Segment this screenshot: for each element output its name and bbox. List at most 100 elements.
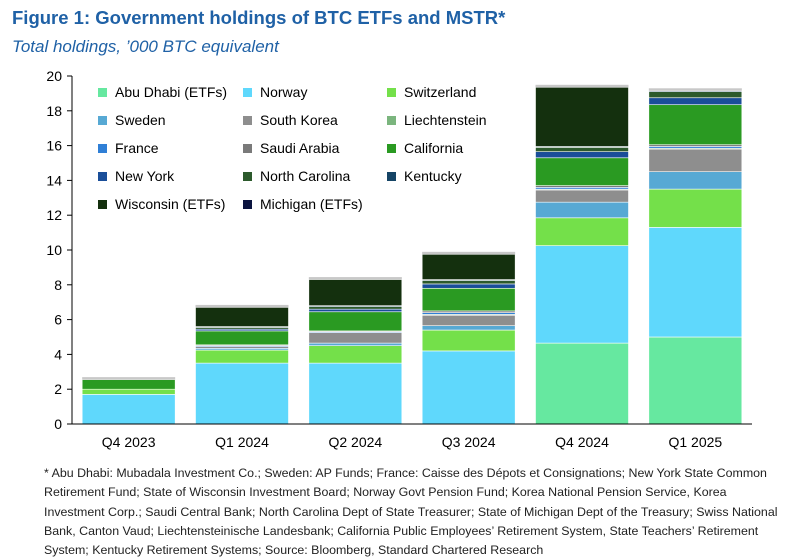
bar-stack (195, 304, 289, 425)
bar-segment (308, 306, 403, 310)
bar-segment (535, 201, 629, 219)
bar-cap (308, 277, 402, 280)
y-tick-label: 14 (46, 172, 62, 188)
bar-segment (648, 171, 743, 190)
legend-item: Norway (243, 84, 307, 100)
legend-label: Kentucky (404, 168, 462, 184)
bar-segment (535, 87, 629, 147)
footnote: * Abu Dhabi: Mubadala Investment Co.; Sw… (44, 466, 778, 558)
bar-segment (421, 325, 516, 331)
bars (81, 84, 743, 425)
legend-swatch (98, 116, 107, 125)
bar-cap (648, 88, 742, 91)
bar-segment (308, 342, 403, 346)
x-tick-label: Q1 2024 (215, 434, 269, 450)
legend-item: Abu Dhabi (ETFs) (98, 84, 227, 100)
x-tick-label: Q4 2023 (102, 434, 156, 450)
bar-segment (648, 97, 743, 106)
legend-item: Switzerland (387, 84, 476, 100)
bar-segment (81, 388, 176, 395)
legend-label: Michigan (ETFs) (260, 196, 363, 212)
bar-segment (308, 279, 403, 306)
bar-stack (648, 88, 743, 425)
chart-subtitle: Total holdings, ’000 BTC equivalent (12, 37, 279, 56)
bar-segment (81, 379, 176, 390)
legend-item: Saudi Arabia (243, 140, 340, 156)
bar-stack (421, 251, 516, 425)
y-tick-label: 18 (46, 103, 62, 119)
bar-segment (195, 330, 289, 346)
legend-swatch (387, 116, 396, 125)
legend-item: New York (98, 168, 175, 184)
bar-segment (648, 188, 743, 228)
y-tick-label: 6 (54, 312, 62, 328)
bar-segment (421, 350, 516, 425)
legend-label: New York (115, 168, 175, 184)
y-tick-label: 0 (54, 416, 62, 432)
legend-label: Liechtenstein (404, 112, 487, 128)
bar-segment (535, 147, 629, 152)
legend-label: South Korea (260, 112, 338, 128)
bar-segment (648, 104, 743, 146)
bar-segment (421, 314, 516, 326)
bar-segment (195, 362, 289, 425)
legend-swatch (98, 200, 107, 209)
y-tick-label: 4 (54, 346, 62, 362)
bar-segment (421, 329, 516, 352)
legend: Abu Dhabi (ETFs) Norway Switzerland Sweden S… (98, 84, 487, 212)
bar-segment (535, 151, 629, 159)
bar-segment (535, 189, 629, 203)
y-tick-label: 10 (46, 242, 62, 258)
legend-swatch (387, 88, 396, 97)
bar-segment (648, 148, 743, 173)
legend-label: Saudi Arabia (260, 140, 340, 156)
bar-segment (648, 91, 743, 99)
y-axis: 0 2 4 6 8 10 12 14 16 18 20 (46, 68, 73, 432)
bar-segment (308, 345, 403, 364)
y-tick-label: 8 (54, 277, 62, 293)
legend-swatch (243, 172, 252, 181)
legend-label: California (404, 140, 463, 156)
legend-swatch (387, 144, 396, 153)
x-tick-label: Q2 2024 (328, 434, 382, 450)
legend-label: Wisconsin (ETFs) (115, 196, 225, 212)
bar-segment (535, 245, 629, 344)
bar-segment (308, 362, 403, 425)
x-tick-label: Q4 2024 (555, 434, 609, 450)
bar-cap (195, 304, 289, 308)
legend-label: North Carolina (260, 168, 350, 184)
bar-segment (308, 311, 403, 332)
bar-segment (308, 308, 403, 313)
legend-item: Kentucky (387, 168, 462, 184)
legend-swatch (243, 200, 252, 209)
y-tick-label: 20 (46, 68, 62, 84)
bar-cap (535, 84, 629, 88)
legend-item: California (387, 140, 463, 156)
legend-item: Michigan (ETFs) (243, 196, 363, 212)
legend-swatch (243, 88, 252, 97)
bar-segment (421, 280, 516, 285)
bar-segment (195, 307, 289, 327)
bar-segment (308, 332, 403, 344)
legend-swatch (243, 144, 252, 153)
bar-cap (82, 377, 176, 380)
bar-stack (535, 84, 629, 425)
bar-segment (421, 283, 516, 289)
legend-item: Wisconsin (ETFs) (98, 196, 225, 212)
bar-segment (421, 287, 516, 312)
bar-segment (648, 336, 743, 425)
bar-segment (421, 254, 516, 280)
legend-swatch (98, 88, 107, 97)
bar-segment (535, 217, 629, 246)
legend-swatch (98, 144, 107, 153)
legend-item: France (98, 140, 159, 156)
bar-stack (308, 277, 403, 425)
legend-swatch (387, 172, 396, 181)
bar-segment (195, 349, 289, 364)
bar-segment (648, 227, 743, 338)
x-tick-label: Q1 2025 (668, 434, 722, 450)
bar-segment (648, 90, 743, 92)
bar-cap (422, 251, 516, 255)
legend-label: Switzerland (404, 84, 476, 100)
